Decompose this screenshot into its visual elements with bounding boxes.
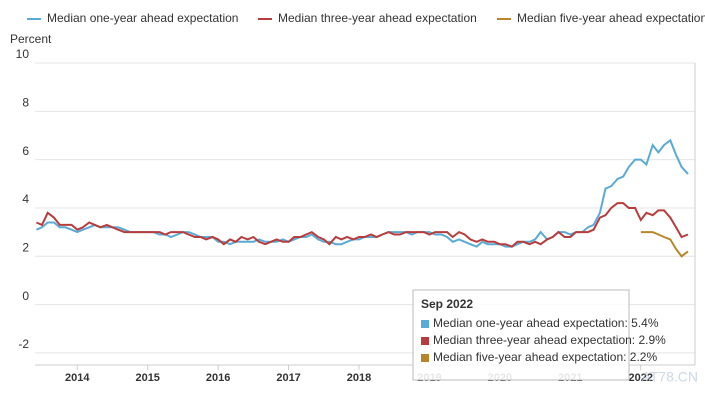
y-tick-label: 2 (22, 240, 29, 254)
tooltip-title: Sep 2022 (421, 297, 473, 311)
tooltip-box (412, 289, 630, 381)
series-line (36, 202, 689, 248)
x-tick-label: 2016 (206, 372, 230, 384)
x-tick-label: 2018 (347, 372, 371, 384)
x-tick-label: 2014 (65, 372, 90, 384)
tooltip-item: Median one-year ahead expectation: 5.4% (433, 316, 659, 330)
tooltip-swatch (421, 320, 429, 328)
legend-label: Median five-year ahead expectation (517, 11, 705, 25)
y-tick-label: 0 (22, 289, 29, 303)
tooltip-item: Median five-year ahead expectation: 2.2% (433, 350, 657, 364)
y-tick-label: -2 (18, 337, 29, 351)
watermark: AT78.CN (641, 369, 698, 385)
y-tick-label: 10 (16, 47, 30, 61)
x-tick-label: 2017 (276, 372, 300, 384)
tooltip-swatch (421, 337, 429, 345)
tooltip: Sep 2022 Median one-year ahead expectatio… (412, 289, 666, 381)
x-tick-label: 2022 (629, 372, 653, 384)
y-tick-label: 6 (22, 144, 29, 158)
x-tick-label: 2015 (135, 372, 159, 384)
legend-label: Median one-year ahead expectation (47, 11, 238, 25)
tooltip-item: Median three-year ahead expectation: 2.9… (433, 333, 666, 347)
y-axis-label: Percent (10, 32, 52, 46)
series-line (640, 231, 689, 258)
y-tick-label: 8 (22, 95, 29, 109)
y-tick-label: 4 (22, 192, 29, 206)
tooltip-swatch (421, 354, 429, 362)
legend-label: Median three-year ahead expectation (278, 11, 477, 25)
